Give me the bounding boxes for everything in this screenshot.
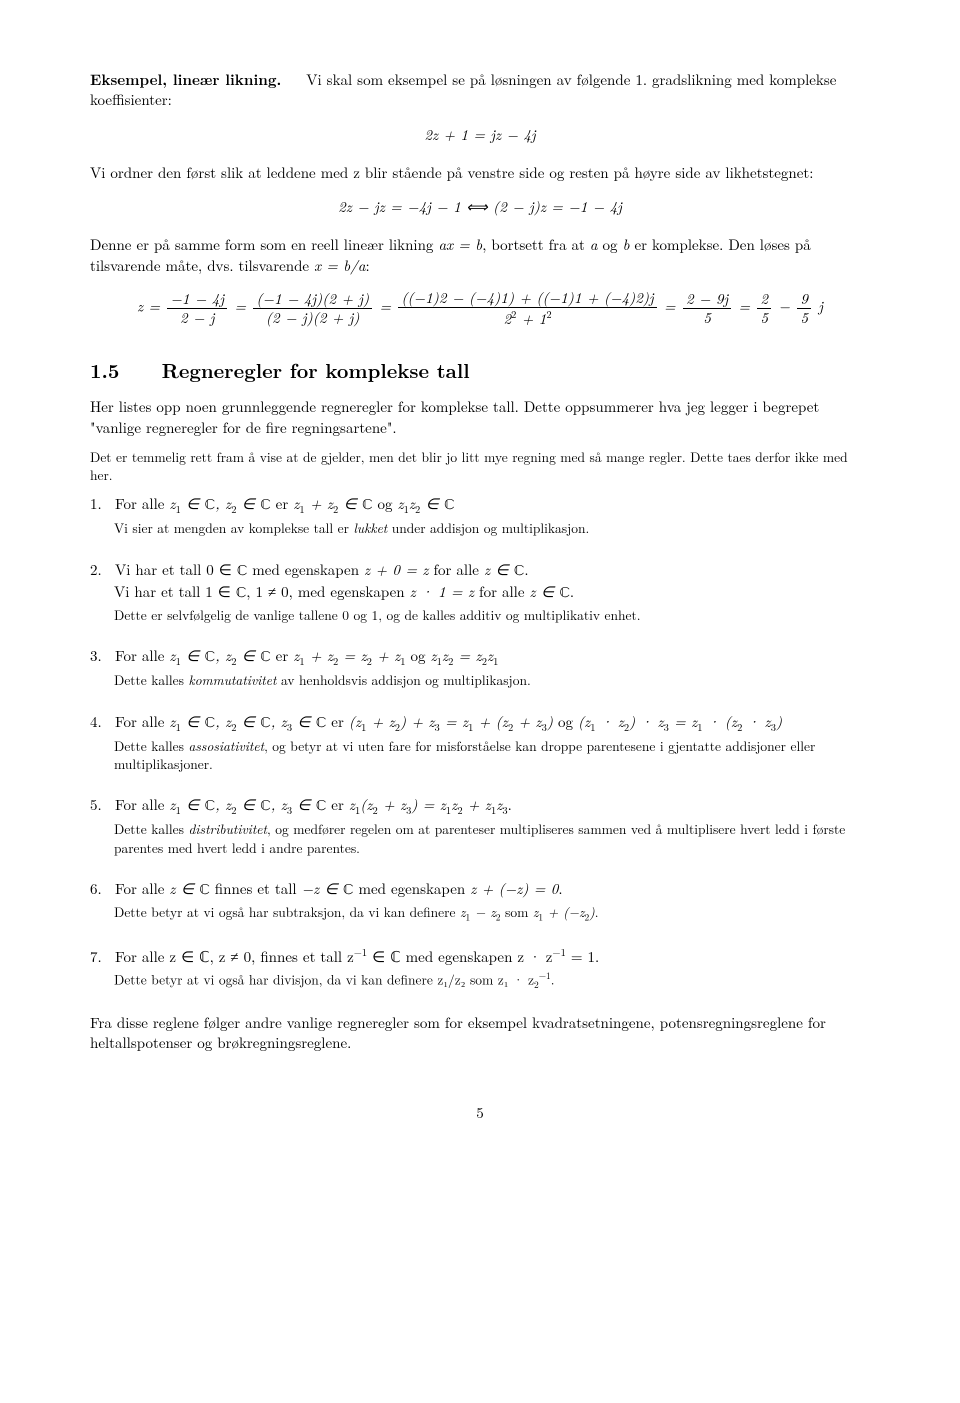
rules-list: 1. For alle z1 ∈ ℂ, z2 ∈ ℂ er z1 + z2 ∈ … <box>90 494 870 991</box>
rule-4-note: Dette kalles assosiativitet, og betyr at… <box>114 737 870 773</box>
example-heading: Eksempel, lineær likning. <box>90 69 281 90</box>
rule-1: 1. For alle z1 ∈ ℂ, z2 ∈ ℂ er z1 + z2 ∈ … <box>90 494 870 537</box>
rule-5-note: Dette kalles distributivitet, og medføre… <box>114 820 870 856</box>
para5-small: Det er temmelig rett fram å vise at de g… <box>90 448 870 484</box>
section-heading: 1.5 Regneregler for komplekse tall <box>90 356 870 383</box>
rule-7: 7. For alle z ∈ ℂ, z ≠ 0, finnes et tall… <box>90 946 870 991</box>
rule-2: 2. Vi har et tall 0 ∈ ℂ med egenskapen z… <box>90 560 870 625</box>
rule-6: 6. For alle z ∈ ℂ finnes et tall −z ∈ ℂ … <box>90 879 870 924</box>
eq3-frac5b: 9 5 <box>795 291 813 326</box>
para2: Vi ordner den først slik at leddene med … <box>90 163 870 183</box>
rule-4: 4. For alle z1 ∈ ℂ, z2 ∈ ℂ, z3 ∈ ℂ er (z… <box>90 712 870 774</box>
eq3-frac3: ((−1)2 − (−4)1) + ((−1)1 + (−4)2)j 22 + … <box>396 290 658 327</box>
eq3-frac1: −1 − 4j 2 − j <box>165 291 229 326</box>
equation-3: z = −1 − 4j 2 − j = (−1 − 4j)(2 + j) (2 … <box>90 290 870 327</box>
rule-5: 5. For alle z1 ∈ ℂ, z2 ∈ ℂ, z3 ∈ ℂ er z1… <box>90 795 870 857</box>
eq3-z: z = <box>137 295 165 316</box>
rule-6-note: Dette betyr at vi også har subtraksjon, … <box>114 903 870 923</box>
para4: Her listes opp noen grunnleggende regner… <box>90 397 870 438</box>
eq3-frac2: (−1 − 4j)(2 + j) (2 − j)(2 + j) <box>251 291 374 326</box>
page-number: 5 <box>90 1103 870 1123</box>
rule-2-note: Dette er selvfølgelig de vanlige tallene… <box>114 606 870 624</box>
section-number: 1.5 <box>90 355 119 384</box>
closing-para: Fra disse reglene følger andre vanlige r… <box>90 1013 870 1054</box>
section-title: Regneregler for komplekse tall <box>162 355 470 384</box>
equation-1: 2z + 1 = jz − 4j <box>90 125 870 145</box>
example-heading-para: Eksempel, lineær likning. Vi skal som ek… <box>90 70 870 111</box>
eq3-frac4: 2 − 9j 5 <box>681 291 733 326</box>
para3-text: Denne er på samme form som en reell line… <box>90 234 811 275</box>
rule-3-note: Dette kalles kommutativitet av henholdsv… <box>114 671 870 689</box>
rule-7-note: Dette betyr at vi også har divisjon, da … <box>114 969 870 991</box>
eq3-frac5a: 2 5 <box>755 291 773 326</box>
equation-2: 2z − jz = −4j − 1 ⟺ (2 − j)z = −1 − 4j <box>90 197 870 217</box>
para3: Denne er på samme form som en reell line… <box>90 235 870 276</box>
rule-3: 3. For alle z1 ∈ ℂ, z2 ∈ ℂ er z1 + z2 = … <box>90 646 870 689</box>
rule-1-note: Vi sier at mengden av komplekse tall er … <box>114 519 870 537</box>
